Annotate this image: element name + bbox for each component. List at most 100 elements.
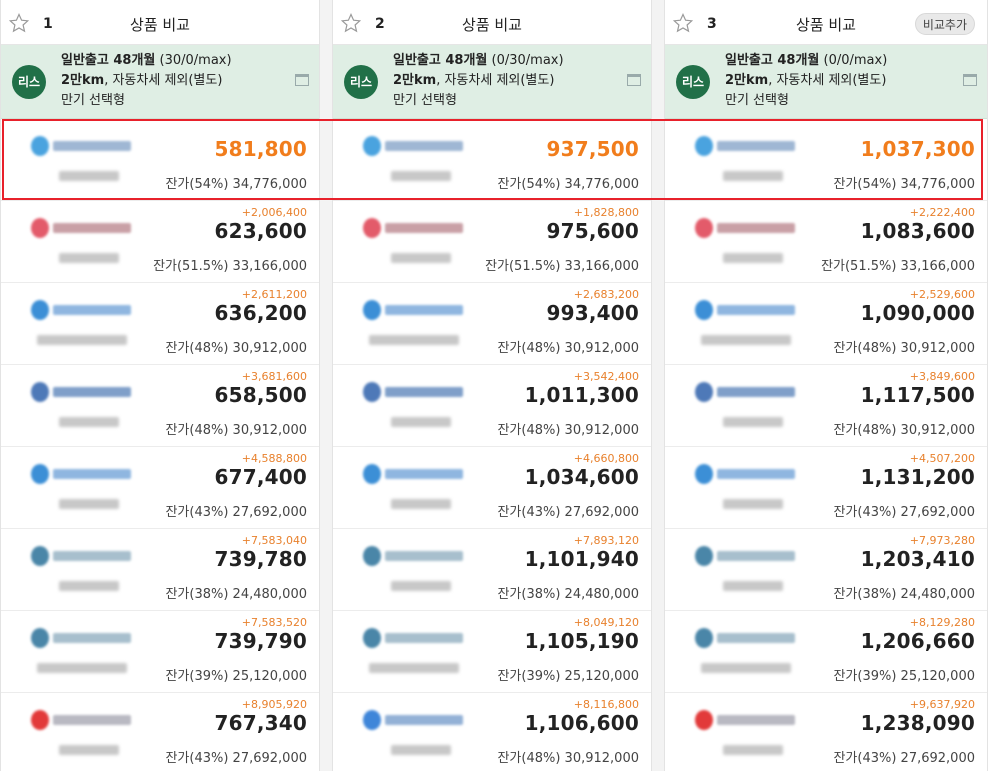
column-title: 상품 비교: [130, 16, 190, 34]
option-summary: 리스 일반출고 48개월 (30/0/max) 2만km, 자동차세 제외(별도) 만…: [1, 45, 319, 119]
lender-logo-icon: [689, 300, 801, 320]
lender-logo-icon: [689, 464, 801, 484]
quote-row[interactable]: +4,588,800 677,400 잔가(43%) 27,692,000: [1, 447, 319, 529]
quote-row[interactable]: +2,529,600 1,090,000 잔가(48%) 30,912,000: [665, 283, 987, 365]
window-icon[interactable]: [295, 74, 309, 86]
quote-row[interactable]: +3,681,600 658,500 잔가(48%) 30,912,000: [1, 365, 319, 447]
price-difference: +8,116,800: [573, 698, 639, 711]
quote-row[interactable]: +2,222,400 1,083,600 잔가(51.5%) 33,166,000: [665, 201, 987, 283]
price-difference: +8,049,120: [573, 616, 639, 629]
quote-row[interactable]: +8,905,920 767,340 잔가(43%) 27,692,000: [1, 693, 319, 771]
monthly-price: 1,101,940: [524, 547, 639, 571]
monthly-price: 1,011,300: [524, 383, 639, 407]
lender-logo-icon: [357, 136, 469, 156]
residual-value: 잔가(38%) 24,480,000: [165, 587, 307, 602]
lender-logo-icon: [357, 464, 469, 484]
lender-logo-icon: [357, 218, 469, 238]
monthly-price: 1,203,410: [860, 547, 975, 571]
quote-row[interactable]: +8,129,280 1,206,660 잔가(39%) 25,120,000: [665, 611, 987, 693]
quote-row[interactable]: 937,500 잔가(54%) 34,776,000: [333, 119, 651, 201]
quote-row[interactable]: +8,116,800 1,106,600 잔가(48%) 30,912,000: [333, 693, 651, 771]
lender-product-name: [37, 663, 127, 673]
monthly-price: 1,090,000: [860, 301, 975, 325]
quote-row[interactable]: +2,006,400 623,600 잔가(51.5%) 33,166,000: [1, 201, 319, 283]
window-icon[interactable]: [963, 74, 977, 86]
residual-value: 잔가(48%) 30,912,000: [833, 423, 975, 438]
residual-value: 잔가(43%) 27,692,000: [833, 751, 975, 766]
quote-row[interactable]: +7,583,040 739,780 잔가(38%) 24,480,000: [1, 529, 319, 611]
price-difference: +9,637,920: [909, 698, 975, 711]
residual-value: 잔가(39%) 25,120,000: [833, 669, 975, 684]
lender-product-name: [391, 417, 451, 427]
quote-row[interactable]: +3,849,600 1,117,500 잔가(48%) 30,912,000: [665, 365, 987, 447]
option-term: 일반출고 48개월: [393, 53, 488, 68]
option-lines: 일반출고 48개월 (0/30/max) 2만km, 자동차세 제외(별도) 만기 …: [393, 51, 564, 111]
column-number: 3: [707, 16, 717, 32]
lease-badge: 리스: [12, 65, 46, 99]
quote-row[interactable]: 581,800 잔가(54%) 34,776,000: [1, 119, 319, 201]
quote-row[interactable]: +2,611,200 636,200 잔가(48%) 30,912,000: [1, 283, 319, 365]
option-summary: 리스 일반출고 48개월 (0/0/max) 2만km, 자동차세 제외(별도) 만기…: [665, 45, 987, 119]
residual-value: 잔가(43%) 27,692,000: [165, 751, 307, 766]
window-icon[interactable]: [627, 74, 641, 86]
option-maturity: 만기 선택형: [393, 93, 457, 108]
star-outline-icon[interactable]: [340, 13, 362, 33]
quote-row[interactable]: +7,893,120 1,101,940 잔가(38%) 24,480,000: [333, 529, 651, 611]
lender-product-name: [59, 745, 119, 755]
lender-logo-icon: [25, 382, 137, 402]
price-difference: +8,129,280: [909, 616, 975, 629]
residual-value: 잔가(48%) 30,912,000: [497, 341, 639, 356]
monthly-price: 1,238,090: [860, 711, 975, 735]
price-difference: +4,588,800: [241, 452, 307, 465]
quote-row[interactable]: +7,973,280 1,203,410 잔가(38%) 24,480,000: [665, 529, 987, 611]
quote-row[interactable]: +4,660,800 1,034,600 잔가(43%) 27,692,000: [333, 447, 651, 529]
quote-row[interactable]: +4,507,200 1,131,200 잔가(43%) 27,692,000: [665, 447, 987, 529]
option-term: 일반출고 48개월: [61, 53, 156, 68]
price-difference: +8,905,920: [241, 698, 307, 711]
price-difference: +2,006,400: [241, 206, 307, 219]
compare-column-3: 3 상품 비교 비교추가 리스 일반출고 48개월 (0/0/max) 2만km, 자동차…: [664, 0, 988, 771]
price-difference: +2,529,600: [909, 288, 975, 301]
residual-value: 잔가(43%) 27,692,000: [165, 505, 307, 520]
lender-product-name: [723, 253, 783, 263]
lender-product-name: [37, 335, 127, 345]
quote-row[interactable]: +2,683,200 993,400 잔가(48%) 30,912,000: [333, 283, 651, 365]
monthly-price: 1,083,600: [860, 219, 975, 243]
price-difference: +4,507,200: [909, 452, 975, 465]
monthly-price: 636,200: [214, 301, 307, 325]
quote-row[interactable]: +7,583,520 739,790 잔가(39%) 25,120,000: [1, 611, 319, 693]
residual-value: 잔가(43%) 27,692,000: [833, 505, 975, 520]
price-difference: +2,683,200: [573, 288, 639, 301]
option-tax: , 자동차세 제외(별도): [768, 73, 887, 88]
lender-product-name: [369, 335, 459, 345]
monthly-price: 1,106,600: [524, 711, 639, 735]
option-tax: , 자동차세 제외(별도): [104, 73, 223, 88]
option-mileage: 2만km: [393, 73, 437, 88]
lender-product-name: [59, 171, 119, 181]
column-number: 1: [43, 16, 53, 32]
add-compare-button[interactable]: 비교추가: [914, 13, 975, 35]
lender-product-name: [391, 745, 451, 755]
quote-row[interactable]: +3,542,400 1,011,300 잔가(48%) 30,912,000: [333, 365, 651, 447]
option-term: 일반출고 48개월: [725, 53, 820, 68]
option-maturity: 만기 선택형: [725, 93, 789, 108]
lender-logo-icon: [357, 546, 469, 566]
lender-product-name: [723, 581, 783, 591]
compare-column-2: 2 상품 비교 리스 일반출고 48개월 (0/30/max) 2만km, 자동차세 제…: [332, 0, 652, 771]
lender-product-name: [723, 417, 783, 427]
residual-value: 잔가(48%) 30,912,000: [497, 751, 639, 766]
residual-value: 잔가(39%) 25,120,000: [497, 669, 639, 684]
quote-row[interactable]: +8,049,120 1,105,190 잔가(39%) 25,120,000: [333, 611, 651, 693]
quote-row[interactable]: +1,828,800 975,600 잔가(51.5%) 33,166,000: [333, 201, 651, 283]
quote-row[interactable]: 1,037,300 잔가(54%) 34,776,000: [665, 119, 987, 201]
star-outline-icon[interactable]: [8, 13, 30, 33]
option-deposit: (0/0/max): [819, 53, 888, 68]
star-outline-icon[interactable]: [672, 13, 694, 33]
quote-row[interactable]: +9,637,920 1,238,090 잔가(43%) 27,692,000: [665, 693, 987, 771]
option-lines: 일반출고 48개월 (0/0/max) 2만km, 자동차세 제외(별도) 만기 선…: [725, 51, 887, 111]
lender-logo-icon: [25, 300, 137, 320]
lender-product-name: [59, 417, 119, 427]
lender-logo-icon: [25, 546, 137, 566]
price-difference: +3,681,600: [241, 370, 307, 383]
residual-value: 잔가(51.5%) 33,166,000: [153, 259, 307, 274]
